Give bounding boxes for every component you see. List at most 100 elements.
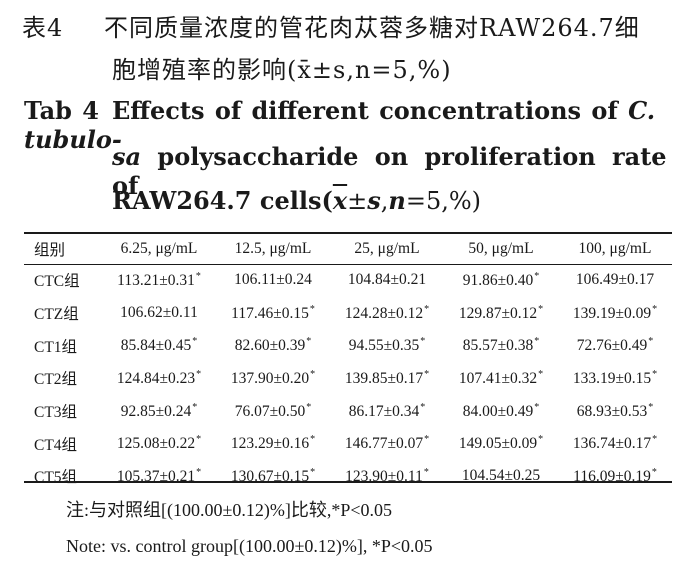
group-name: CT3组 [34,404,78,422]
significance-marker: * [652,434,658,446]
significance-marker: * [538,368,544,380]
group-name: CT2组 [34,371,78,389]
cell-value: 123.90±0.11 [345,467,423,485]
cell-value: 124.28±0.12 [344,304,424,322]
cell-value: 106.49±0.17 [575,271,655,289]
table-bottom-rule [24,481,672,483]
significance-marker: * [651,466,657,478]
table-row: CT5组 105.37±0.21* 130.67±0.15* 123.90±0.11*… [24,460,672,493]
value-cell: 104.54±0.25 [444,460,558,493]
value-cell: 82.60±0.39* [216,329,330,362]
cell-value: 86.17±0.34 [348,402,420,420]
cell-value: 94.55±0.35 [348,337,420,355]
group-name-cell: CT2组 [24,362,102,395]
value-cell: 124.28±0.12* [330,297,444,330]
value-cell: 123.90±0.11* [330,460,444,493]
group-name-cell: CTZ组 [24,297,102,330]
table-label-en: Tab 4 [24,96,99,125]
value-cell: 139.19±0.09* [558,297,672,330]
significance-marker: * [534,401,540,413]
plus-minus: ± [347,187,368,215]
significance-marker: * [310,368,316,380]
table-row: CT4组 125.08±0.22* 123.29±0.16* 146.77±0.07*… [24,427,672,460]
cell-value: 130.67±0.15 [230,467,310,485]
note-cn: 注:与对照组[(100.00±0.12)%]比较,*P<0.05 [66,500,393,520]
caption-cn-text: 不同质量浓度的管花肉苁蓉多糖对RAW264.7细 [104,14,640,42]
significance-marker: * [424,434,430,446]
value-cell: 91.86±0.40* [444,264,558,297]
cell-value: 105.37±0.21 [116,467,196,485]
value-cell: 137.90±0.20* [216,362,330,395]
note-en: Note: vs. control group[(100.00±0.12)%],… [66,536,433,556]
cell-value: 125.08±0.22 [116,435,196,453]
significance-marker: * [195,270,201,282]
group-name-cell: CT1组 [24,329,102,362]
caption-en-text-3a: RAW264.7 cells( [112,186,333,215]
significance-marker: * [652,303,658,315]
value-cell: 76.07±0.50* [216,395,330,428]
table-header-rule [24,264,672,265]
significance-marker: * [196,466,202,478]
species-name-part1: C. tubulo- [24,96,656,154]
species-name-part2: sa [112,142,142,171]
cell-value: 92.85±0.24 [120,402,192,420]
header-group: 组别 [34,242,66,259]
cell-value: 84.00±0.49 [462,402,534,420]
header-50: 50, μg/mL [468,240,534,257]
significance-marker: * [306,336,312,348]
value-cell: 146.77±0.07* [330,427,444,460]
cell-value: 106.62±0.11 [120,304,198,322]
value-cell: 72.76±0.49* [558,329,672,362]
group-name: CT5组 [34,469,78,487]
value-cell: 116.09±0.19* [558,460,672,493]
significance-marker: * [420,336,426,348]
significance-marker: * [538,434,544,446]
table-label-cn: 表4 [22,14,64,42]
caption-en-line3: RAW264.7 cells(x±s,n=5,%) [112,186,481,215]
header-12-5: 12.5, μg/mL [234,240,312,257]
value-cell: 149.05±0.09* [444,427,558,460]
caption-cn-line1: 表4 不同质量浓度的管花肉苁蓉多糖对RAW264.7细 [22,8,640,43]
group-name: CT1组 [34,338,78,356]
value-cell: 84.00±0.49* [444,395,558,428]
header-25: 25, μg/mL [354,240,420,257]
cell-value: 139.19±0.09 [572,304,652,322]
caption-en-line1: Tab 4 Effects of different concentrations… [24,96,694,154]
significance-marker: * [424,303,430,315]
significance-marker: * [196,434,202,446]
significance-marker: * [310,434,316,446]
value-cell: 85.84±0.45* [102,329,216,362]
cell-value: 68.93±0.53 [576,402,648,420]
value-cell: 94.55±0.35* [330,329,444,362]
value-cell: 129.87±0.12* [444,297,558,330]
significance-marker: * [652,368,658,380]
significance-marker: * [534,270,540,282]
table-header-row: 组别 6.25, μg/mL 12.5, μg/mL 25, μg/mL 50,… [24,234,672,264]
value-cell: 107.41±0.32* [444,362,558,395]
n-symbol: n [388,186,406,215]
cell-value: 106.11±0.24 [234,271,312,289]
significance-marker: * [306,401,312,413]
cell-value: 146.77±0.07 [344,435,424,453]
cell-value: 149.05±0.09 [458,435,538,453]
data-table: 组别 6.25, μg/mL 12.5, μg/mL 25, μg/mL 50,… [24,234,672,493]
group-name-cell: CT4组 [24,427,102,460]
cell-value: 139.85±0.17 [344,369,424,387]
group-name: CTC组 [34,273,80,291]
significance-marker: * [648,401,654,413]
value-cell: 130.67±0.15* [216,460,330,493]
value-cell: 104.84±0.21 [330,264,444,297]
cell-value: 136.74±0.17 [572,435,652,453]
significance-marker: * [192,401,198,413]
cell-value: 76.07±0.50 [234,402,306,420]
cell-value: 133.19±0.15 [572,369,652,387]
significance-marker: * [534,336,540,348]
caption-en-text-2b: polysaccharide on proliferation rate of [112,142,667,200]
table-row: CT3组 92.85±0.24* 76.07±0.50* 86.17±0.34* 84.… [24,395,672,428]
cell-value: 85.57±0.38 [462,337,534,355]
significance-marker: * [196,368,202,380]
significance-marker: * [423,466,429,478]
value-cell: 117.46±0.15* [216,297,330,330]
header-100: 100, μg/mL [578,240,652,257]
group-name-cell: CTC组 [24,264,102,297]
